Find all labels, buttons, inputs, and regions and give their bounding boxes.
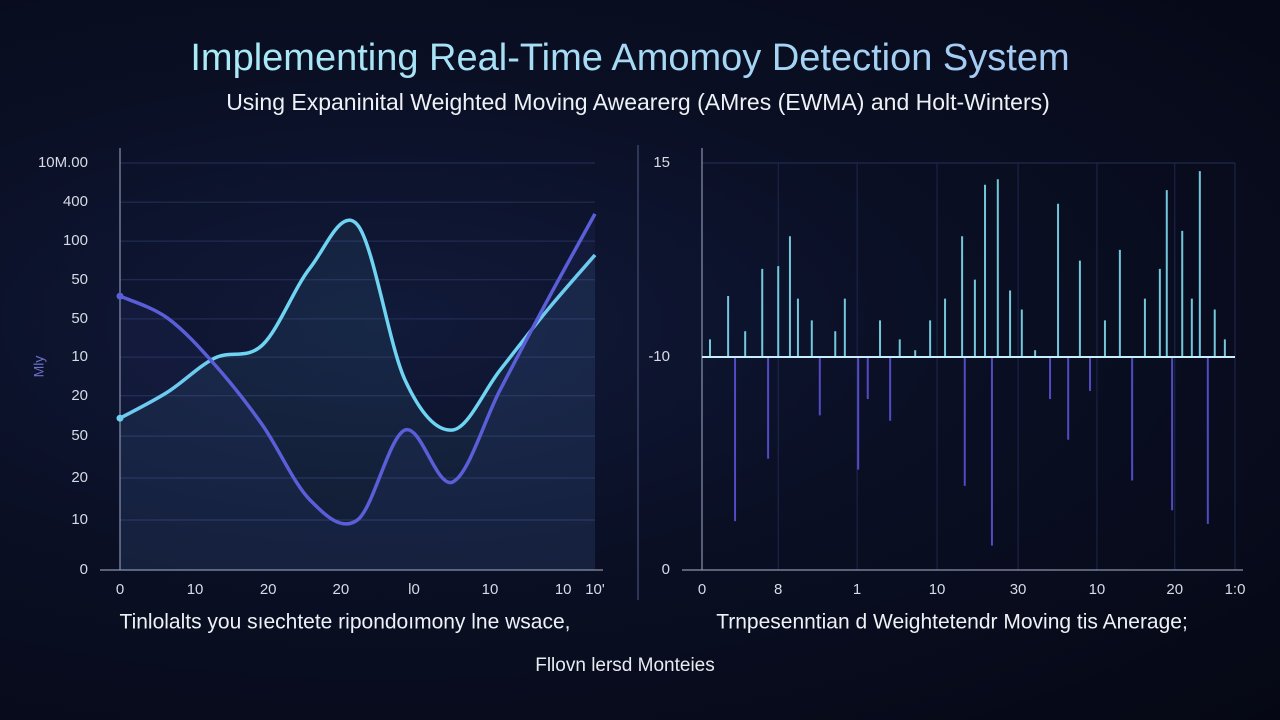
x-tick-label: 10 — [555, 581, 572, 598]
y-tick-label: 0 — [80, 561, 88, 578]
footer: Fllovn lersd Monteies — [535, 655, 715, 676]
y-tick-label: 400 — [63, 193, 88, 210]
x-tick-label: 20 — [333, 581, 350, 598]
y-tick-label: 100 — [63, 232, 88, 249]
x-tick-label: 30 — [1010, 581, 1027, 598]
x-tick-label: 10 — [1089, 581, 1106, 598]
y-axis-label: Mly — [31, 356, 47, 378]
subtitle: Using Expaninital Weighted Moving Aweare… — [226, 89, 1050, 115]
x-tick-label: 1:0 — [1225, 581, 1246, 598]
x-tick-label: 10' — [585, 581, 605, 598]
x-tick-label: 20 — [1166, 581, 1183, 598]
title: Implementing Real-Time Amomoy Detection … — [190, 37, 1069, 79]
x-tick-label: l0 — [408, 581, 420, 598]
x-tick-label: 10 — [187, 581, 204, 598]
y-tick-label: 50 — [71, 427, 88, 444]
y-tick-label: 20 — [71, 387, 88, 404]
y-tick-label: 20 — [71, 469, 88, 486]
y-tick-label: 10M.00 — [38, 154, 88, 171]
y-tick-label: 50 — [71, 271, 88, 288]
series-start — [116, 292, 124, 300]
x-tick-label: 20 — [260, 581, 277, 598]
chart-caption: Trnpesenntian d Weightetendr Moving tis … — [716, 611, 1188, 634]
y-tick-label: -10 — [648, 348, 670, 365]
y-tick-label: 10 — [71, 511, 88, 528]
x-tick-label: 0 — [698, 581, 706, 598]
series-area — [120, 220, 595, 571]
x-tick-label: 10 — [929, 581, 946, 598]
series-start — [116, 414, 124, 422]
x-tick-label: 1 — [853, 581, 861, 598]
y-tick-label: 0 — [662, 561, 670, 578]
y-tick-label: 50 — [71, 310, 88, 327]
x-tick-label: 0 — [116, 581, 124, 598]
series-area — [120, 213, 595, 570]
series-line — [119, 218, 597, 432]
y-tick-label: 15 — [653, 154, 670, 171]
chart-caption: Tinlolalts you sıechtete ripondoımony ln… — [120, 611, 571, 634]
series-line — [119, 213, 597, 526]
y-tick-label: 10 — [71, 348, 88, 365]
x-tick-label: 8 — [774, 581, 782, 598]
x-tick-label: 10 — [482, 581, 499, 598]
